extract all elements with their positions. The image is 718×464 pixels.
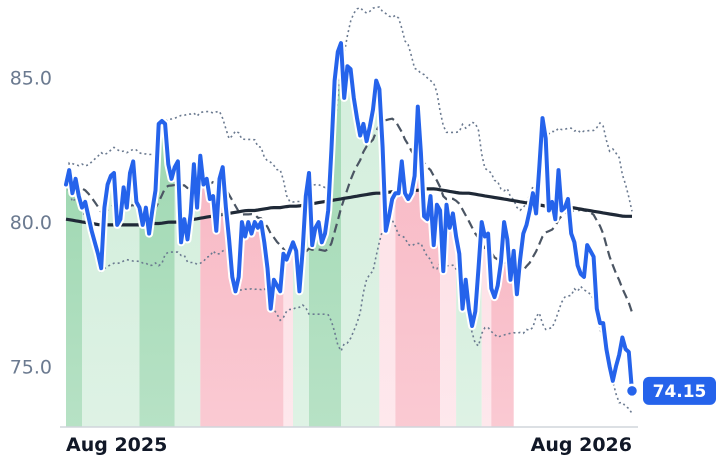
last-value-text: 74.15	[653, 382, 707, 402]
regime-band-0	[66, 170, 82, 427]
mid-ma-line	[64, 117, 634, 313]
regime-band-3	[174, 155, 201, 427]
y-tick-label: 85.0	[10, 68, 52, 90]
y-axis-ticks: 75.0 80.0 85.0	[10, 68, 52, 379]
regime-band-10	[395, 106, 441, 427]
x-tick-label: Aug 2026	[531, 434, 632, 456]
x-axis-ticks: Aug 2025 Aug 2026	[66, 434, 632, 456]
price-line	[64, 41, 634, 393]
x-tick-label: Aug 2025	[66, 434, 167, 456]
y-tick-label: 75.0	[10, 356, 52, 378]
series-lines	[62, 6, 636, 414]
regime-band-5	[283, 242, 293, 427]
last-value-pill	[643, 376, 716, 405]
lower-band-line	[65, 184, 633, 414]
regime-band-4	[200, 155, 284, 427]
last-value-badge: 74.15	[624, 376, 716, 405]
regime-band-1	[82, 161, 140, 427]
regime-band-2	[139, 121, 175, 427]
last-value-dot	[624, 383, 640, 399]
y-tick-label: 80.0	[10, 212, 52, 234]
